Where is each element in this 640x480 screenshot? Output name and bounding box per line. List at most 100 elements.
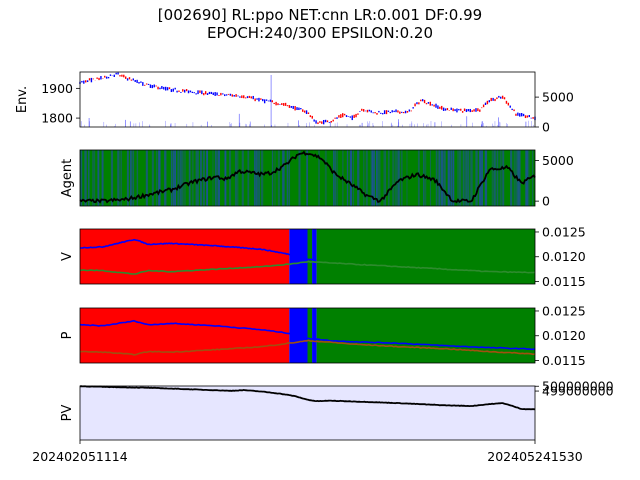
agent-action-band	[195, 150, 198, 206]
agent-action-band	[532, 150, 534, 206]
agent-action-band	[376, 150, 378, 206]
agent-action-band	[395, 150, 398, 206]
agent-action-band	[155, 150, 158, 206]
agent-action-band	[260, 150, 264, 206]
agent-action-band	[288, 150, 291, 206]
policy-region-red	[80, 308, 290, 363]
agent-action-band	[459, 150, 462, 206]
agent-action-band	[318, 150, 320, 206]
x-end-label: 202405241530	[487, 449, 582, 464]
agent-ylabel: Agent	[60, 159, 75, 197]
pv-frame	[79, 385, 536, 441]
agent-action-band	[336, 150, 338, 206]
agent-action-band	[443, 150, 446, 206]
agent-action-band	[200, 150, 202, 206]
agent-action-band	[164, 150, 166, 206]
agent-action-band	[274, 150, 276, 206]
agent-action-band	[258, 150, 260, 206]
agent-action-band	[132, 150, 134, 206]
agent-action-band	[519, 150, 521, 206]
agent-action-band	[283, 150, 285, 206]
agent-action-band	[217, 150, 219, 206]
agent-action-band	[465, 150, 467, 206]
agent-action-band	[441, 150, 444, 206]
agent-action-band	[435, 150, 437, 206]
env-frame	[79, 71, 536, 128]
agent-action-band	[158, 150, 161, 206]
agent-action-band	[475, 150, 477, 206]
pv-line	[79, 385, 536, 411]
agent-action-band	[417, 150, 420, 206]
policy-region-blue	[312, 308, 317, 363]
value-region-blue	[312, 229, 317, 284]
agent-action-band	[510, 150, 513, 206]
agent-action-band	[387, 150, 390, 206]
agent-frame	[79, 149, 536, 207]
agent-action-band	[145, 150, 149, 206]
agent-action-band	[375, 150, 378, 206]
agent-action-band	[179, 150, 181, 206]
agent-action-band	[92, 150, 94, 206]
agent-action-band	[423, 150, 425, 206]
agent-action-band	[257, 150, 260, 206]
policy-region-green	[307, 308, 313, 363]
agent-action-band	[80, 150, 83, 206]
agent-action-band	[450, 150, 452, 206]
env-right-tick-label: 5000	[542, 90, 574, 105]
agent-action-band	[502, 150, 505, 206]
agent-action-band	[88, 150, 90, 206]
agent-action-band	[475, 150, 479, 206]
agent-action-band	[452, 150, 455, 206]
agent-action-band	[451, 150, 453, 206]
agent-action-band	[401, 150, 403, 206]
agent-action-band	[286, 150, 289, 206]
agent-action-band	[180, 150, 182, 206]
value-ylabel: V	[60, 252, 75, 261]
agent-action-band	[191, 150, 194, 206]
agent-action-band	[298, 150, 300, 206]
value-tick-label: 0.0115	[542, 274, 586, 289]
agent-action-band	[170, 150, 173, 206]
agent-action-band	[436, 150, 438, 206]
agent-action-band	[136, 150, 139, 206]
agent-action-band	[517, 150, 520, 206]
agent-action-band	[462, 150, 465, 206]
agent-action-band	[470, 150, 473, 206]
agent-action-band	[398, 150, 401, 206]
agent-action-band	[357, 150, 360, 206]
agent-action-band	[377, 150, 380, 206]
agent-action-band	[481, 150, 483, 206]
agent-action-band	[215, 150, 218, 206]
agent-action-band	[525, 150, 528, 206]
pv-ylabel: PV	[60, 405, 75, 422]
agent-action-band	[236, 150, 239, 206]
value-region-green	[316, 229, 535, 284]
agent-action-band	[447, 150, 450, 206]
agent-action-band	[333, 150, 335, 206]
agent-action-band	[80, 150, 82, 206]
agent-action-band	[126, 150, 129, 206]
agent-action-band	[177, 150, 179, 206]
agent-action-band	[120, 150, 122, 206]
agent-action-band	[493, 150, 496, 206]
agent-tick-label: 0	[542, 194, 550, 209]
agent-action-band	[468, 150, 470, 206]
x-start-label: 202402051114	[32, 449, 127, 464]
agent-action-band	[172, 150, 174, 206]
agent-action-band	[298, 150, 301, 206]
agent-action-band	[442, 150, 445, 206]
agent-action-band	[234, 150, 237, 206]
agent-action-band	[481, 150, 483, 206]
agent-action-band	[365, 150, 368, 206]
agent-action-band	[271, 150, 274, 206]
value-tick-label: 0.0120	[542, 249, 586, 264]
agent-action-band	[363, 150, 365, 206]
agent-action-band	[496, 150, 499, 206]
agent-action-band	[450, 150, 453, 206]
agent-action-band	[333, 150, 335, 206]
agent-action-band	[457, 150, 459, 206]
agent-action-band	[406, 150, 408, 206]
agent-action-band	[101, 150, 104, 206]
agent-action-band	[306, 150, 308, 206]
